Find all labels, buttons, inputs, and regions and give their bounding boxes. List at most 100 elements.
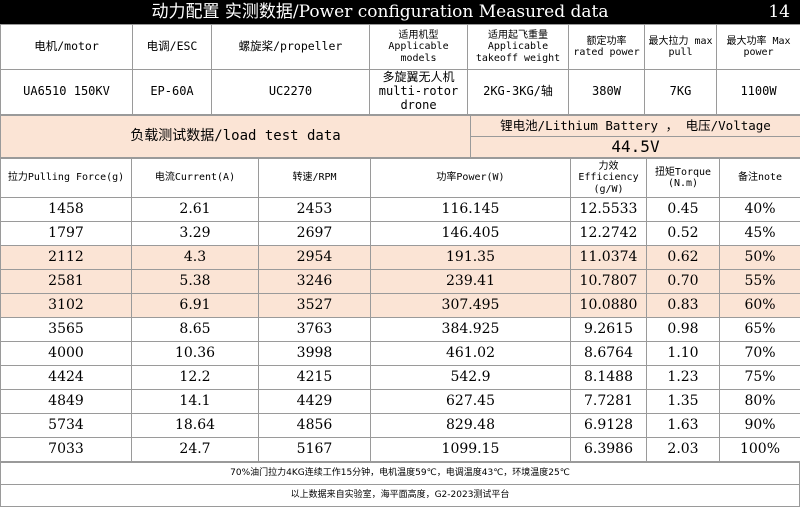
cell-torque: 1.63 xyxy=(647,414,720,438)
cell-torque: 0.98 xyxy=(647,318,720,342)
title-bar: 动力配置 实测数据/Power configuration Measured d… xyxy=(0,0,800,24)
col-header-rpm: 转速/RPM xyxy=(259,159,371,198)
measurement-header-row: 拉力Pulling Force(g) 电流Current(A) 转速/RPM 功… xyxy=(1,159,800,198)
cell-rpm: 3246 xyxy=(259,270,371,294)
cell-torque: 0.45 xyxy=(647,198,720,222)
col-header-force: 拉力Pulling Force(g) xyxy=(1,159,132,198)
cell-torque: 2.03 xyxy=(647,438,720,462)
col-header-current: 电流Current(A) xyxy=(132,159,259,198)
cell-current: 10.36 xyxy=(132,342,259,366)
cell-note: 70% xyxy=(720,342,800,366)
cell-note: 90% xyxy=(720,414,800,438)
spec-rated-power: 380W xyxy=(569,70,645,115)
cell-note: 40% xyxy=(720,198,800,222)
cell-power: 146.405 xyxy=(371,222,571,246)
cell-force: 3102 xyxy=(1,294,132,318)
cell-rpm: 3763 xyxy=(259,318,371,342)
battery-label: 锂电池/Lithium Battery ， 电压/Voltage xyxy=(471,116,800,137)
cell-efficiency: 6.9128 xyxy=(571,414,647,438)
cell-note: 55% xyxy=(720,270,800,294)
cell-efficiency: 6.3986 xyxy=(571,438,647,462)
cell-efficiency: 8.6764 xyxy=(571,342,647,366)
cell-torque: 0.62 xyxy=(647,246,720,270)
cell-current: 4.3 xyxy=(132,246,259,270)
cell-power: 461.02 xyxy=(371,342,571,366)
cell-efficiency: 12.2742 xyxy=(571,222,647,246)
cell-force: 4849 xyxy=(1,390,132,414)
col-header-power: 功率Power(W) xyxy=(371,159,571,198)
spec-max-pull: 7KG xyxy=(645,70,717,115)
cell-current: 14.1 xyxy=(132,390,259,414)
cell-efficiency: 8.1488 xyxy=(571,366,647,390)
note-line-2: 以上数据来自实验室，海平面高度，G2-2023测试平台 xyxy=(1,485,800,507)
cell-rpm: 4215 xyxy=(259,366,371,390)
cell-efficiency: 12.5533 xyxy=(571,198,647,222)
spec-propeller: UC2270 xyxy=(212,70,370,115)
col-header-note: 备注note xyxy=(720,159,800,198)
col-header-efficiency: 力效 Efficiency (g/W) xyxy=(571,159,647,198)
cell-torque: 1.23 xyxy=(647,366,720,390)
spec-header-propeller: 螺旋桨/propeller xyxy=(212,25,370,70)
spec-header-esc: 电调/ESC xyxy=(133,25,212,70)
cell-torque: 0.83 xyxy=(647,294,720,318)
cell-rpm: 2954 xyxy=(259,246,371,270)
cell-efficiency: 7.7281 xyxy=(571,390,647,414)
cell-power: 1099.15 xyxy=(371,438,571,462)
cell-current: 6.91 xyxy=(132,294,259,318)
cell-note: 65% xyxy=(720,318,800,342)
cell-power: 627.45 xyxy=(371,390,571,414)
cell-efficiency: 10.7807 xyxy=(571,270,647,294)
cell-torque: 0.52 xyxy=(647,222,720,246)
cell-rpm: 4429 xyxy=(259,390,371,414)
cell-power: 191.35 xyxy=(371,246,571,270)
cell-force: 2112 xyxy=(1,246,132,270)
cell-current: 2.61 xyxy=(132,198,259,222)
cell-rpm: 2697 xyxy=(259,222,371,246)
cell-rpm: 5167 xyxy=(259,438,371,462)
measurement-table: 拉力Pulling Force(g) 电流Current(A) 转速/RPM 功… xyxy=(0,158,800,462)
cell-force: 1797 xyxy=(1,222,132,246)
cell-power: 384.925 xyxy=(371,318,571,342)
cell-rpm: 3527 xyxy=(259,294,371,318)
cell-force: 4424 xyxy=(1,366,132,390)
cell-note: 60% xyxy=(720,294,800,318)
cell-rpm: 3998 xyxy=(259,342,371,366)
cell-power: 542.9 xyxy=(371,366,571,390)
cell-force: 4000 xyxy=(1,342,132,366)
spec-header-models: 适用机型 Applicable models xyxy=(370,25,468,70)
cell-torque: 0.70 xyxy=(647,270,720,294)
spec-esc: EP-60A xyxy=(133,70,212,115)
cell-force: 7033 xyxy=(1,438,132,462)
cell-note: 80% xyxy=(720,390,800,414)
cell-note: 45% xyxy=(720,222,800,246)
spec-header-takeoff-weight: 适用起飞重量 Applicable takeoff weight xyxy=(468,25,569,70)
cell-rpm: 4856 xyxy=(259,414,371,438)
spec-motor: UA6510 150KV xyxy=(1,70,133,115)
cell-rpm: 2453 xyxy=(259,198,371,222)
cell-torque: 1.10 xyxy=(647,342,720,366)
spec-header-max-pull: 最大拉力 max pull xyxy=(645,25,717,70)
cell-power: 239.41 xyxy=(371,270,571,294)
spec-header-max-power: 最大功率 Max power xyxy=(717,25,800,70)
cell-current: 3.29 xyxy=(132,222,259,246)
notes-table: 70%油门拉力4KG连续工作15分钟，电机温度59℃，电调温度43℃，环境温度2… xyxy=(0,462,800,507)
spec-header-motor: 电机/motor xyxy=(1,25,133,70)
cell-note: 75% xyxy=(720,366,800,390)
spec-models: 多旋翼无人机 multi-rotor drone xyxy=(370,70,468,115)
note-line-1: 70%油门拉力4KG连续工作15分钟，电机温度59℃，电调温度43℃，环境温度2… xyxy=(1,463,800,485)
load-test-table: 负载测试数据/load test data 锂电池/Lithium Batter… xyxy=(0,115,800,158)
cell-note: 100% xyxy=(720,438,800,462)
spec-header-rated-power: 额定功率 rated power xyxy=(569,25,645,70)
cell-current: 8.65 xyxy=(132,318,259,342)
cell-efficiency: 10.0880 xyxy=(571,294,647,318)
